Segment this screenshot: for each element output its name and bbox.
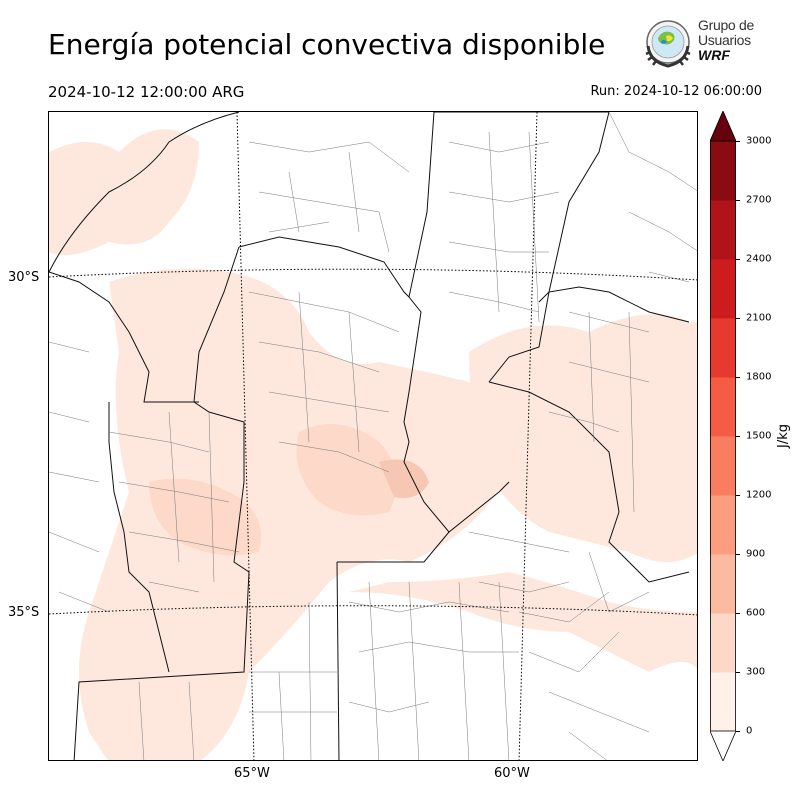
colorbar-tick-label: 300	[746, 666, 766, 678]
logo-line-1: Grupo de	[698, 17, 754, 33]
colorbar-segment	[710, 318, 736, 378]
colorbar-tick-mark	[736, 495, 740, 496]
graticule	[49, 112, 697, 760]
cape-shading	[49, 129, 697, 760]
colorbar-extend-under	[709, 730, 737, 763]
cape-area-east	[469, 314, 697, 562]
lon-label-65w: 65°W	[234, 766, 270, 781]
colorbar-tick-label: 600	[746, 607, 766, 619]
lat-label-30s: 30°S	[8, 270, 40, 285]
valid-time: 2024-10-12 12:00:00 ARG	[48, 83, 245, 101]
colorbar-tick-label: 1500	[746, 430, 772, 442]
colorbar-segment	[710, 377, 736, 437]
cape-area-core-1	[149, 478, 261, 556]
colorbar-tick-mark	[736, 436, 740, 437]
cape-area-southeast	[349, 572, 697, 672]
colorbar-canvas	[709, 109, 737, 763]
cape-area-central-west	[79, 268, 509, 760]
colorbar-tick-mark	[736, 318, 740, 319]
colorbar-tick-mark	[736, 672, 740, 673]
colorbar-tick-mark	[736, 259, 740, 260]
colorbar-segment	[710, 141, 736, 201]
colorbar-tick-mark	[736, 200, 740, 201]
globe-laurel-icon	[645, 20, 691, 68]
colorbar-tick-mark	[736, 613, 740, 614]
cape-area-core-3	[379, 459, 429, 498]
lat-label-35s: 35°S	[8, 605, 40, 620]
colorbar-tick-label: 1200	[746, 489, 772, 501]
colorbar-segment	[710, 495, 736, 555]
logo-line-3: WRF	[698, 47, 730, 63]
lon-label-60w: 60°W	[494, 766, 530, 781]
colorbar-unit: J/kg	[776, 424, 791, 448]
cape-area-northwest	[49, 129, 199, 256]
graticule-35s	[49, 605, 697, 616]
colorbar-tick-label: 1800	[746, 371, 772, 383]
colorbar-tick-label: 900	[746, 548, 766, 560]
cape-map	[48, 111, 698, 761]
colorbar-tick-label: 0	[746, 725, 753, 737]
run-time: Run: 2024-10-12 06:00:00	[590, 84, 762, 99]
colorbar-segment	[710, 259, 736, 319]
colorbar-segment	[710, 672, 736, 732]
colorbar-tick-label: 2700	[746, 194, 772, 206]
cape-area-core-2	[296, 424, 397, 516]
colorbar-segment	[710, 200, 736, 260]
colorbar-segment	[710, 436, 736, 496]
colorbar-tick-mark	[736, 141, 740, 142]
logo-line-2: Usuarios	[698, 32, 751, 48]
colorbar-segment	[710, 613, 736, 673]
colorbar-tick-mark	[736, 731, 740, 732]
colorbar-tick-label: 3000	[746, 135, 772, 147]
province-boundaries	[49, 112, 690, 760]
graticule-30s	[49, 268, 697, 281]
colorbar-tick-mark	[736, 554, 740, 555]
colorbar-tick-label: 2400	[746, 253, 772, 265]
colorbar-tick-mark	[736, 377, 740, 378]
colorbar-frame	[710, 140, 736, 732]
colorbar-tick-label: 2100	[746, 312, 772, 324]
colorbar-segment	[710, 554, 736, 614]
group-logo: Grupo de Usuarios WRF	[640, 16, 780, 76]
map-title: Energía potencial convectiva disponible	[48, 28, 606, 61]
colorbar-extend-over	[709, 109, 737, 142]
colorbar	[709, 109, 737, 763]
department-boundaries	[49, 112, 697, 760]
map-canvas	[49, 112, 697, 760]
